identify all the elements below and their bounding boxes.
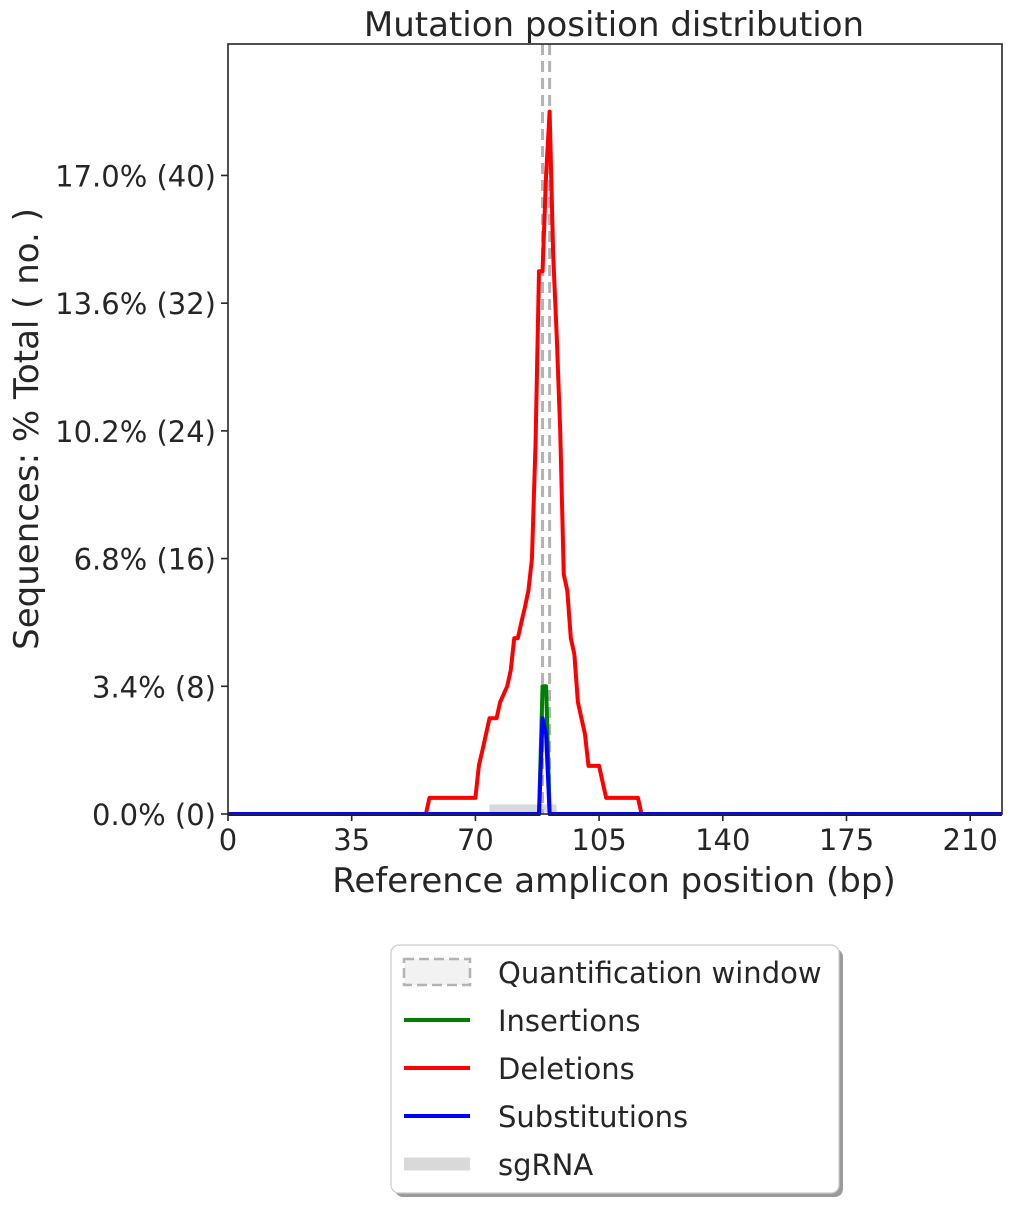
y-axis: 0.0% (0) 3.4% (8) 6.8% (16) 10.2% (24) 13.6%… [55,159,228,832]
legend-handle-quantification-window [402,957,472,987]
legend-label-substitutions: Substitutions [498,1100,688,1134]
y-tick-label-3.4: 3.4% (8) [92,670,216,704]
y-axis-label: Sequences: % Total ( no. ) [7,208,47,650]
legend-label-deletions: Deletions [498,1052,635,1086]
y-tick-label-17: 17.0% (40) [55,159,216,193]
y-tick-label-0: 0.0% (0) [92,798,216,832]
series-line-insertions [228,684,1002,816]
y-tick-label-13.6: 13.6% (32) [55,287,216,321]
plot-frame [227,43,1003,815]
x-axis-label: Reference amplicon position (bp) [332,861,895,901]
legend: Quantification window Insertions Deletions… [390,944,843,1197]
x-axis: 0 35 70 105 140 175 210 [219,814,998,857]
legend-box [390,944,840,1194]
legend-label-insertions: Insertions [498,1004,640,1038]
x-tick-label-140: 140 [695,823,750,857]
x-tick-label-210: 210 [943,823,998,857]
plot-layer [228,44,1002,816]
chart-title: Mutation position distribution [364,5,864,45]
x-tick-label-105: 105 [571,823,626,857]
legend-items: Quantification window Insertions Deletions… [402,956,822,1182]
x-tick-label-35: 35 [333,823,370,857]
series-line-deletions [228,109,1002,816]
y-tick-label-10.2: 10.2% (24) [55,415,216,449]
y-tick-label-6.8: 6.8% (16) [74,543,216,577]
x-tick-label-175: 175 [819,823,874,857]
legend-label-quantification-window: Quantification window [498,956,822,990]
x-tick-label-70: 70 [457,823,494,857]
x-tick-label-0: 0 [219,823,237,857]
legend-label-sgrna: sgRNA [498,1148,593,1182]
